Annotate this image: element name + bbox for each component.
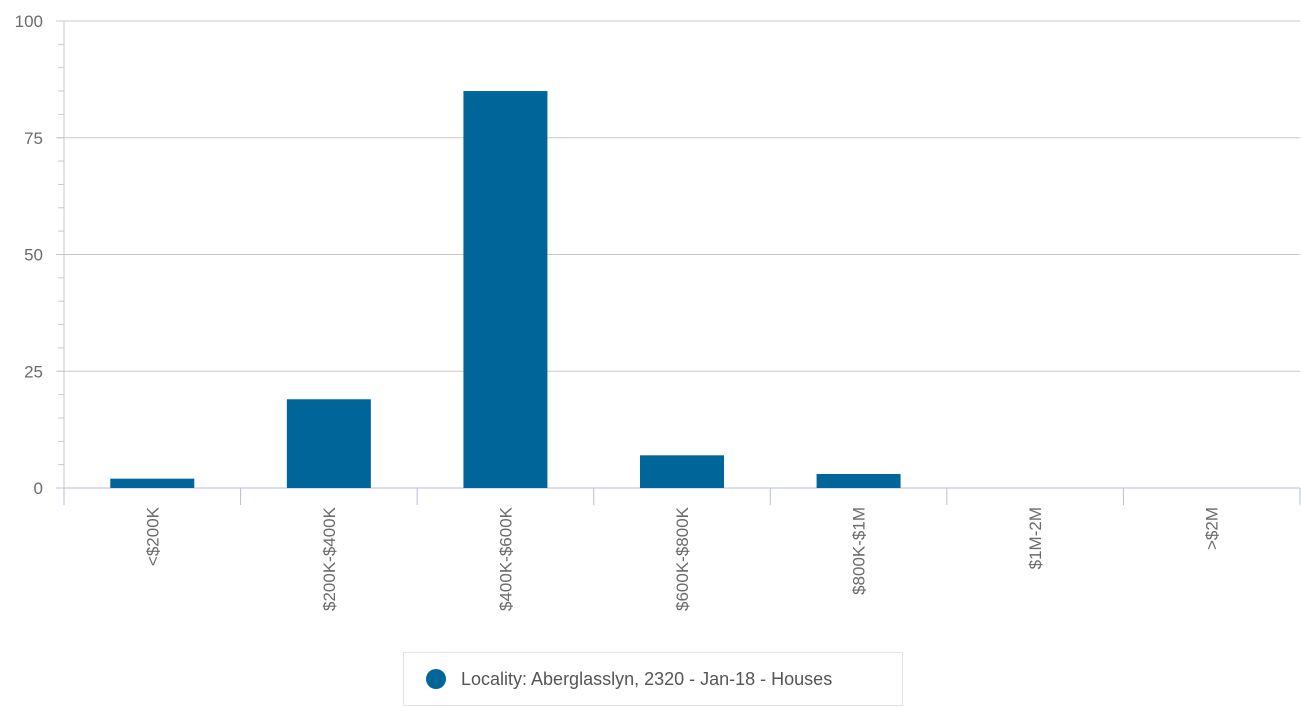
legend-marker-icon bbox=[426, 669, 446, 689]
gridlines bbox=[64, 20, 1300, 489]
bar[interactable] bbox=[286, 399, 371, 488]
x-tick-label: $800K-$1M bbox=[850, 507, 869, 595]
x-tick-label: $400K-$600K bbox=[496, 506, 515, 611]
x-tick-label: $1M-2M bbox=[1026, 507, 1045, 569]
bars bbox=[110, 91, 901, 489]
y-tick-label: 25 bbox=[24, 362, 43, 381]
legend-label: Locality: Aberglasslyn, 2320 - Jan-18 - … bbox=[461, 668, 833, 689]
bar[interactable] bbox=[640, 455, 724, 488]
bar[interactable] bbox=[816, 473, 901, 488]
x-axis: <$200K $200K-$400K $400K-$600K $600K-$800K $… bbox=[63, 488, 1301, 611]
y-tick-label: 50 bbox=[24, 246, 43, 265]
x-tick-label: $600K-$800K bbox=[673, 506, 692, 611]
y-axis: 0 25 50 75 100 bbox=[15, 12, 65, 498]
bar[interactable] bbox=[463, 91, 548, 489]
legend[interactable]: Locality: Aberglasslyn, 2320 - Jan-18 - … bbox=[403, 652, 903, 706]
y-tick-label: 75 bbox=[24, 129, 43, 148]
y-tick-label: 100 bbox=[15, 12, 43, 31]
x-tick-label: >$2M bbox=[1203, 507, 1222, 550]
bar-chart: 0 25 50 75 100 <$200K $200K-$400K $400K-$600K $… bbox=[15, 12, 1301, 611]
y-tick-label: 0 bbox=[34, 479, 43, 498]
x-tick-label: $200K-$400K bbox=[320, 506, 339, 611]
bar[interactable] bbox=[110, 478, 195, 488]
x-tick-label: <$200K bbox=[143, 506, 162, 566]
